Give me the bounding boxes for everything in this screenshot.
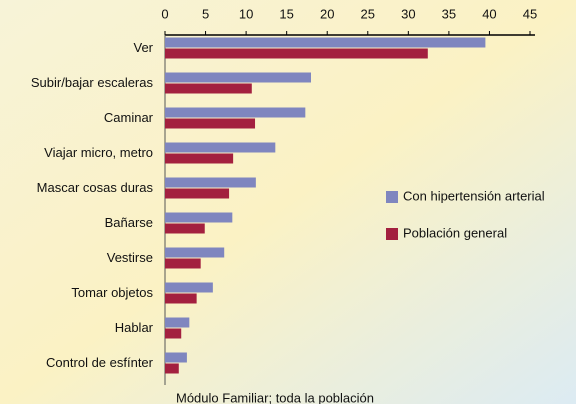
bar bbox=[165, 247, 225, 258]
bar bbox=[165, 107, 306, 118]
y-tick-label: Ver bbox=[133, 40, 153, 55]
x-tick-label: 10 bbox=[239, 6, 253, 21]
legend-swatch bbox=[386, 191, 398, 203]
x-tick-label: 5 bbox=[202, 6, 209, 21]
bar bbox=[165, 153, 234, 164]
legend-label: Población general bbox=[403, 225, 507, 240]
bar bbox=[165, 188, 230, 199]
x-tick-label: 45 bbox=[523, 6, 537, 21]
x-tick-label: 20 bbox=[320, 6, 334, 21]
y-tick-label: Tomar objetos bbox=[71, 285, 153, 300]
y-tick-label: Caminar bbox=[104, 110, 154, 125]
bar bbox=[165, 282, 213, 293]
y-tick-label: Hablar bbox=[115, 320, 154, 335]
x-tick-label: 25 bbox=[361, 6, 375, 21]
bar bbox=[165, 352, 187, 363]
bar bbox=[165, 142, 276, 153]
bar bbox=[165, 317, 190, 328]
bar bbox=[165, 37, 486, 48]
bar bbox=[165, 177, 256, 188]
y-tick-label: Bañarse bbox=[105, 215, 153, 230]
x-tick-label: 15 bbox=[279, 6, 293, 21]
bar bbox=[165, 293, 197, 304]
bar bbox=[165, 328, 182, 339]
y-tick-label: Vestirse bbox=[107, 250, 153, 265]
legend-label: Con hipertensión arterial bbox=[403, 188, 545, 203]
footnote: Módulo Familiar; toda la población bbox=[176, 390, 374, 404]
bar bbox=[165, 118, 256, 129]
y-tick-label: Subir/bajar escaleras bbox=[31, 75, 154, 90]
bar bbox=[165, 48, 428, 59]
bar bbox=[165, 83, 252, 94]
x-tick-label: 35 bbox=[442, 6, 456, 21]
x-tick-label: 40 bbox=[482, 6, 496, 21]
x-tick-label: 0 bbox=[161, 6, 168, 21]
y-tick-label: Control de esfínter bbox=[46, 355, 154, 370]
legend-swatch bbox=[386, 228, 398, 240]
bar bbox=[165, 258, 201, 269]
bar bbox=[165, 212, 233, 223]
bar bbox=[165, 363, 179, 374]
x-tick-label: 30 bbox=[401, 6, 415, 21]
y-tick-label: Viajar micro, metro bbox=[44, 145, 153, 160]
bar bbox=[165, 72, 311, 83]
bar bbox=[165, 223, 205, 234]
y-tick-label: Mascar cosas duras bbox=[37, 180, 154, 195]
